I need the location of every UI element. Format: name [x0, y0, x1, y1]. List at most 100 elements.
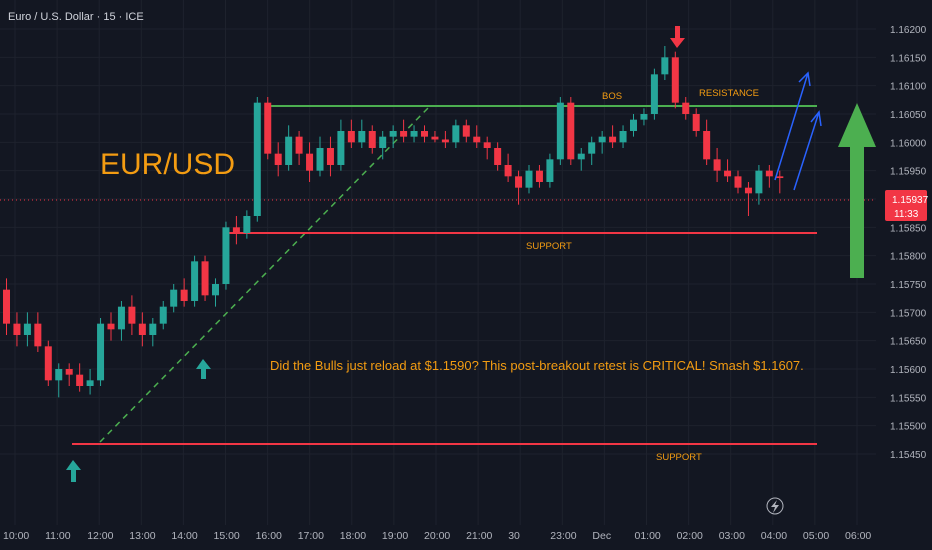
candle-body [400, 131, 408, 137]
candle-body [609, 136, 617, 143]
candle-body [316, 148, 324, 171]
candle-body [23, 323, 31, 335]
price-tick-label: 1.15600 [890, 365, 927, 376]
up-arrow-icon [196, 359, 211, 379]
candle-body [243, 216, 251, 233]
candle-body [295, 136, 303, 154]
candle-body [44, 346, 52, 381]
candle-body [671, 57, 679, 103]
price-tick-label: 1.15750 [890, 280, 927, 291]
price-tick-label: 1.15650 [890, 337, 927, 348]
candle-body [692, 114, 700, 131]
candle-body [191, 261, 199, 301]
time-tick-label: 21:00 [466, 530, 492, 542]
price-tick-label: 1.15850 [890, 223, 927, 234]
candle-body [473, 136, 481, 143]
candle-body [525, 170, 533, 188]
time-tick-label: 16:00 [256, 530, 282, 542]
candle-body [630, 119, 637, 131]
price-tag-countdown: 11:33 [894, 209, 919, 220]
candle-body [389, 131, 397, 137]
candle-body [76, 374, 84, 386]
candle-body [368, 131, 376, 148]
candle-body [744, 187, 752, 194]
time-tick-label: 23:00 [550, 530, 576, 542]
time-tick-label: 03:00 [719, 530, 745, 542]
candle-body [452, 125, 460, 143]
candle-body [149, 323, 157, 335]
candle-body [640, 114, 648, 120]
price-tag: 1.15937 11:33 [885, 190, 929, 221]
time-tick-label: 19:00 [382, 530, 408, 542]
candle-body [13, 323, 21, 335]
projection-arrow-icon [793, 110, 822, 191]
candle-body [180, 289, 188, 301]
candle-body [326, 148, 334, 165]
bos-label: BOS [602, 91, 622, 102]
time-tick-label: 11:00 [45, 530, 71, 542]
trendline[interactable] [99, 105, 431, 443]
candle-body [619, 131, 627, 143]
candle-body [515, 176, 523, 188]
time-tick-label: 04:00 [761, 530, 787, 542]
candle-body [264, 102, 272, 154]
candle-body [765, 170, 773, 177]
price-tag-value: 1.15937 [892, 195, 929, 206]
bullish-arrow-icon [838, 103, 876, 278]
candle-body [201, 261, 209, 296]
candle-body [441, 139, 449, 143]
lightning-icon[interactable] [766, 497, 784, 515]
price-tick-label: 1.15800 [890, 252, 927, 263]
candle-body [734, 176, 742, 188]
candle-body [65, 369, 73, 375]
down-arrow-icon [670, 26, 685, 48]
candle-body [285, 136, 293, 165]
price-tick-label: 1.15500 [890, 422, 927, 433]
support-upper-label: SUPPORT [526, 241, 572, 252]
pair-title: EUR/USD [100, 148, 235, 181]
candle-body [347, 131, 355, 143]
candle-body [598, 136, 606, 143]
price-tick-label: 1.15950 [890, 167, 927, 178]
candle-body [577, 153, 585, 160]
candle-body [546, 159, 554, 182]
price-tick-label: 1.16050 [890, 110, 927, 121]
time-tick-label: 14:00 [171, 530, 197, 542]
grid [0, 0, 876, 525]
candle-body [107, 323, 115, 330]
projection-arrow-icon [774, 71, 811, 181]
price-tick-label: 1.16000 [890, 138, 927, 149]
up-arrow-icon [66, 460, 81, 482]
candle-body [535, 170, 543, 182]
candle-body [755, 170, 763, 194]
price-tick-label: 1.15700 [890, 308, 927, 319]
symbol-header[interactable]: Euro / U.S. Dollar · 15 · ICE [8, 11, 144, 23]
candle-body [421, 131, 428, 137]
time-tick-label: 20:00 [424, 530, 450, 542]
time-tick-label: 15:00 [214, 530, 240, 542]
candle-body [661, 57, 669, 75]
candle-body [55, 369, 63, 381]
candle-body [138, 323, 146, 335]
price-tick-label: 1.16200 [890, 25, 927, 36]
candle-body [556, 102, 564, 160]
time-axis: 10:00 11:00 12:00 13:00 14:00 15:00 16:00 17:00… [3, 530, 871, 542]
candle-body [337, 131, 345, 165]
time-tick-label: 01:00 [635, 530, 661, 542]
time-tick-label: 13:00 [129, 530, 155, 542]
time-tick-label: 12:00 [87, 530, 113, 542]
candle-body [128, 306, 136, 324]
candle-body [724, 170, 732, 177]
candle-body [410, 131, 418, 137]
resistance-label: RESISTANCE [699, 88, 759, 99]
candles [3, 46, 784, 398]
candle-body [588, 142, 596, 154]
candle-body [212, 284, 219, 296]
candle-body [34, 323, 42, 347]
candle-body [504, 165, 512, 177]
time-tick-label: 05:00 [803, 530, 829, 542]
price-tick-label: 1.16150 [890, 53, 927, 64]
candle-body [232, 227, 240, 233]
time-tick-label: Dec [592, 530, 611, 542]
